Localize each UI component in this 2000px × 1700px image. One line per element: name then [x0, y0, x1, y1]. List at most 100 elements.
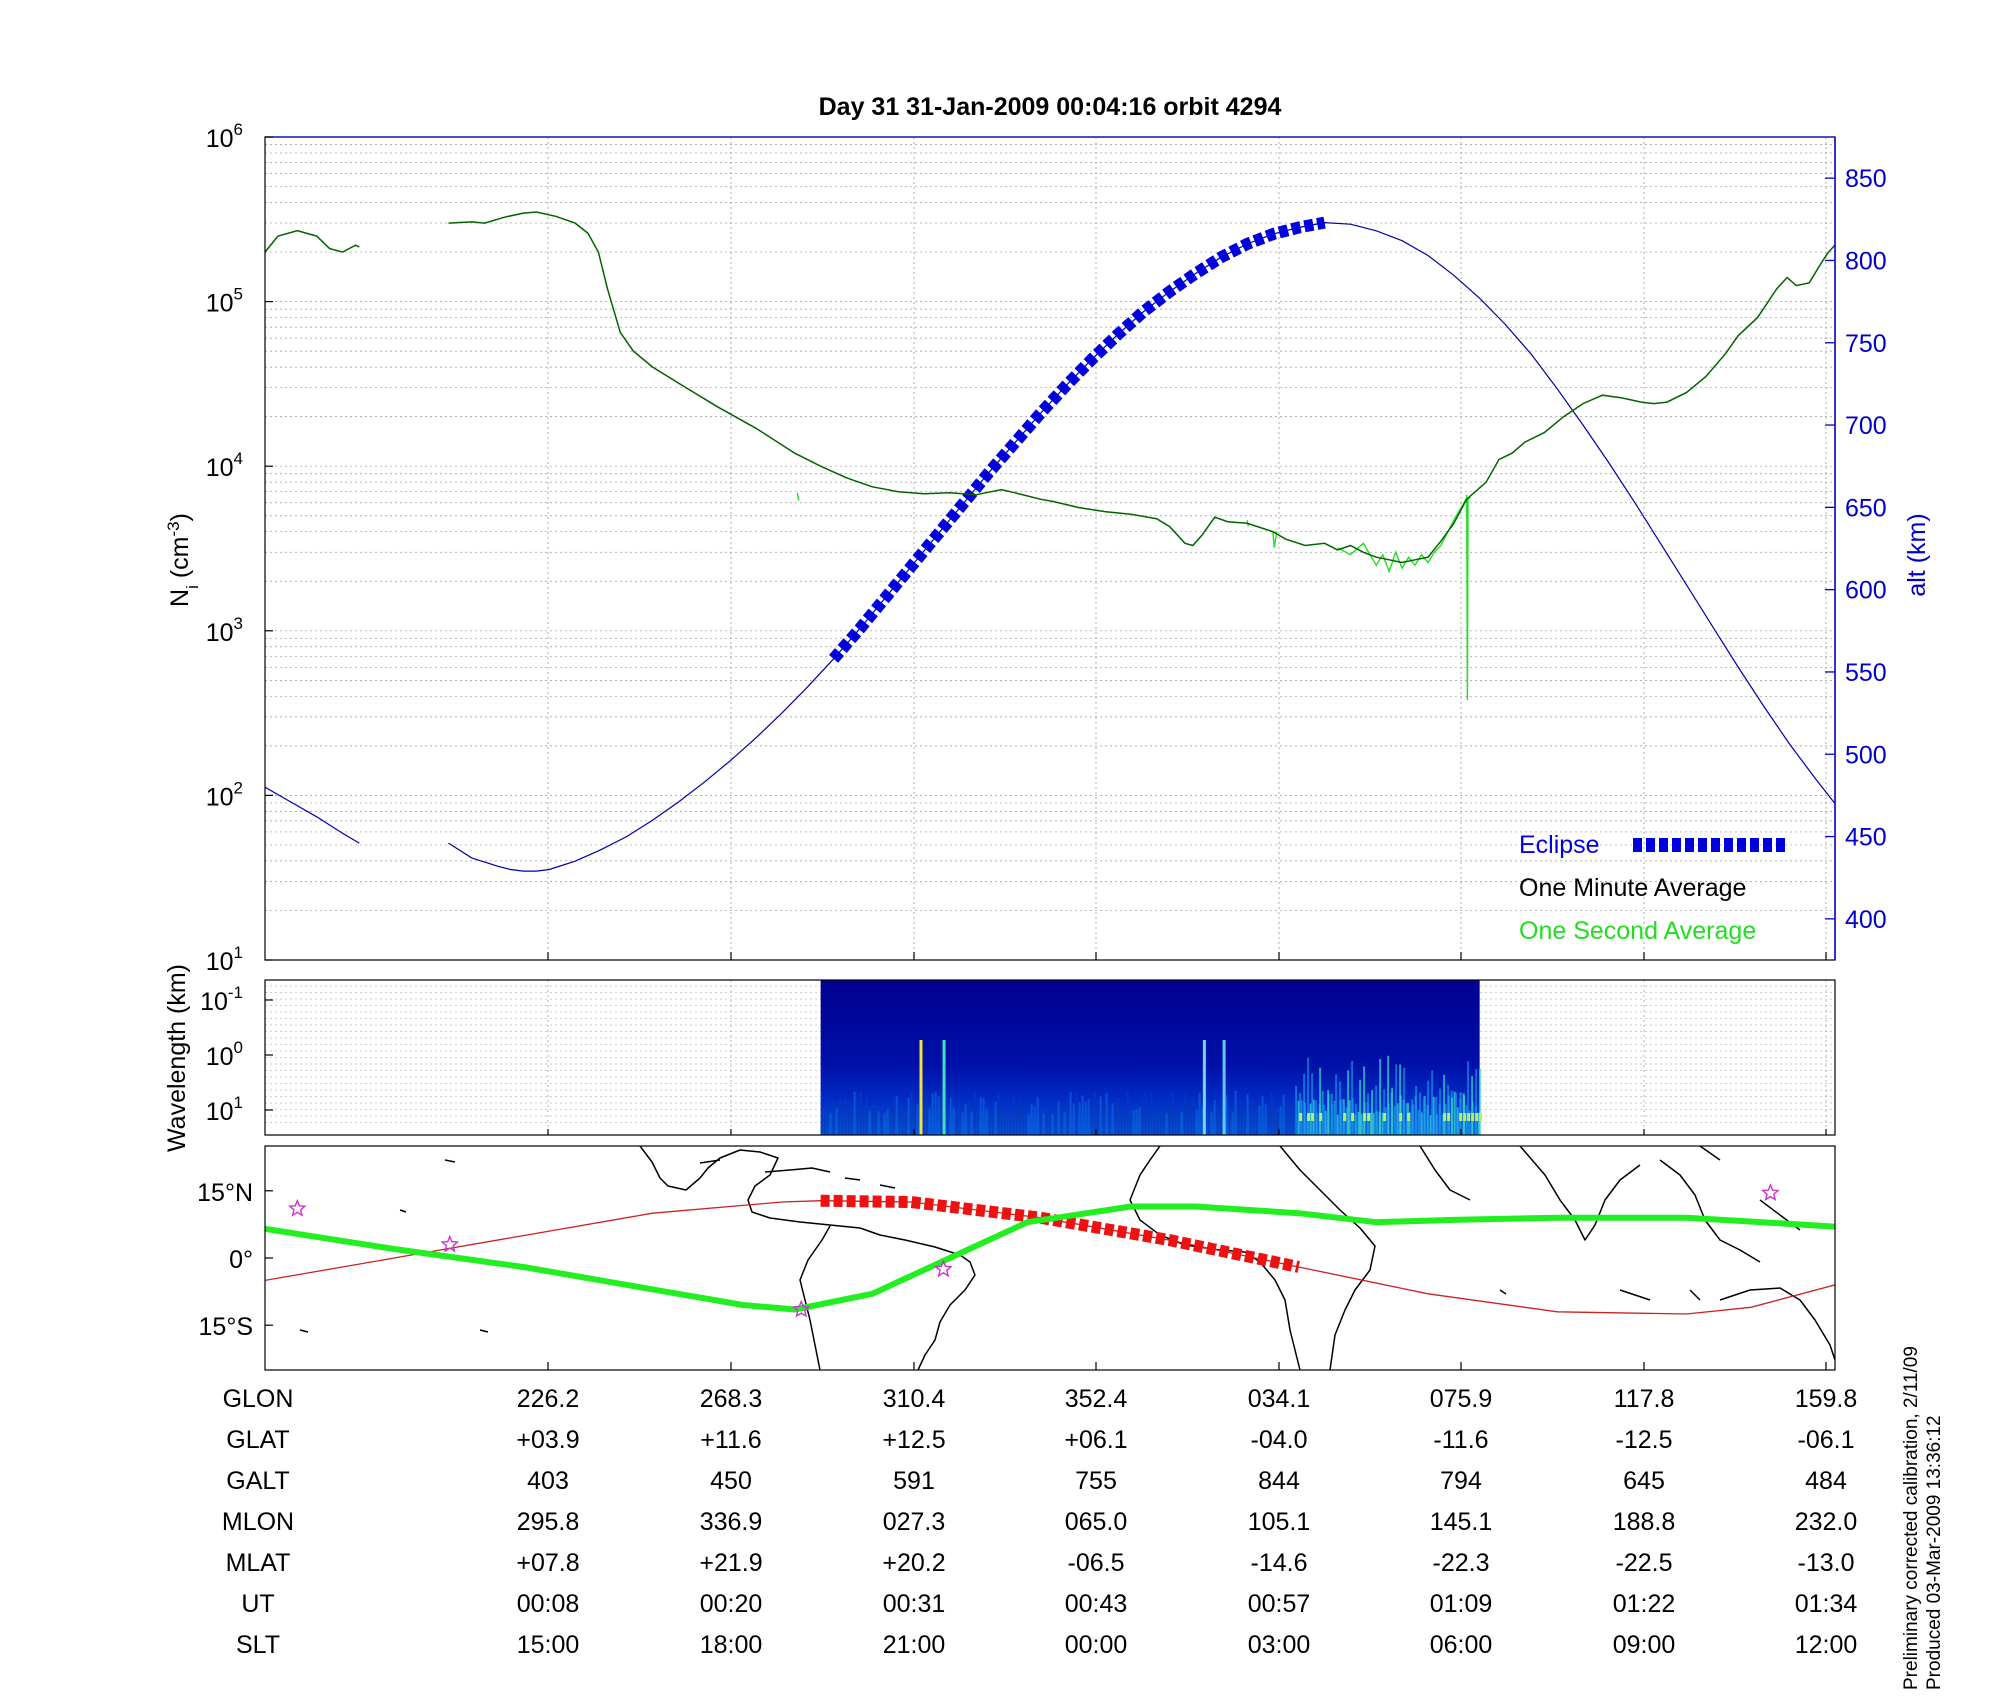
table-cell: 21:00 — [882, 1631, 946, 1659]
table-cell: 105.1 — [1247, 1508, 1311, 1536]
spectrogram-column — [1467, 1061, 1470, 1135]
spectrogram-column — [1213, 1100, 1216, 1135]
star-marker — [934, 1259, 953, 1278]
table-cell: 159.8 — [1794, 1385, 1858, 1413]
spectrogram-column — [1003, 1108, 1006, 1135]
spectrogram-column — [1060, 1101, 1063, 1135]
spectrogram-column — [1174, 1104, 1177, 1135]
spectrogram-column — [1379, 1058, 1382, 1135]
spectrogram-column — [1198, 1092, 1201, 1135]
y-tick-label-right: 750 — [1845, 330, 1887, 358]
spectrogram-column — [1468, 1110, 1471, 1135]
spectrogram-column — [1345, 1107, 1348, 1135]
table-cell: -06.5 — [1067, 1549, 1125, 1577]
spectrogram-column — [1096, 1098, 1099, 1135]
table-row-label: MLAT — [225, 1549, 291, 1577]
panel1-series — [265, 211, 1835, 872]
spectrogram-y-label: Wavelength (km) — [163, 964, 191, 1152]
spectrogram-column — [1024, 1103, 1027, 1135]
table-cell: -22.5 — [1615, 1549, 1673, 1577]
spectrogram-column — [1183, 1093, 1186, 1135]
table-cell: 145.1 — [1429, 1508, 1493, 1536]
spectrogram-column — [889, 1103, 892, 1135]
spectrogram-column — [1441, 1114, 1444, 1135]
spectrogram-column — [1210, 1111, 1213, 1135]
spectrogram-hot-pixel — [1351, 1113, 1355, 1121]
spectrogram-column — [871, 1103, 874, 1135]
spectrogram-column — [1405, 1103, 1408, 1135]
star-marker — [287, 1198, 307, 1217]
spectrogram-column — [865, 1098, 868, 1135]
table-cell: +07.8 — [516, 1549, 580, 1577]
y-axis-label-left: Ni (cm-3) — [164, 513, 202, 607]
spectrogram-column — [1455, 1092, 1458, 1135]
y-tick-label-right: 550 — [1845, 659, 1887, 687]
spectrogram-hot-pixel — [1459, 1113, 1463, 1121]
spectrogram-column — [1291, 1102, 1294, 1135]
spectrogram-column — [877, 1111, 880, 1135]
spectrogram-column — [970, 1111, 973, 1135]
spectrogram-column — [1432, 1096, 1435, 1135]
spectrogram-column — [1090, 1103, 1093, 1135]
spectrogram-column — [910, 1091, 913, 1135]
spectrogram-hot-pixel — [1467, 1113, 1471, 1121]
one-minute-average-line — [265, 211, 1835, 564]
spectrogram-hot-pixel — [1299, 1113, 1303, 1121]
spectrogram-column — [1012, 1095, 1015, 1135]
spectrogram-column — [1295, 1085, 1298, 1135]
magnetic-equator-line — [265, 1203, 1835, 1313]
spectrogram-column — [907, 1097, 910, 1135]
spectrogram-column — [1267, 1103, 1270, 1135]
spectrogram-column — [1138, 1107, 1141, 1135]
spectrogram-hot-pixel — [1319, 1113, 1323, 1121]
spectrogram-column — [1081, 1095, 1084, 1135]
spectrogram-column — [922, 1108, 925, 1135]
spectrogram-column — [1391, 1087, 1394, 1135]
spectrogram-column — [1132, 1110, 1135, 1135]
spectrogram-hot-pixel — [1307, 1113, 1311, 1121]
table-row-label: MLON — [221, 1508, 295, 1536]
spectrogram-column — [1207, 1112, 1210, 1135]
spectrogram-column — [1427, 1080, 1430, 1135]
y-tick-label-right: 800 — [1845, 247, 1887, 275]
spectrogram-hot-pixel — [1443, 1113, 1447, 1121]
y-tick-label-right: 700 — [1845, 412, 1887, 440]
spectrogram-column — [1447, 1084, 1450, 1135]
table-cell: 15:00 — [516, 1631, 580, 1659]
spectrogram-y-ticks: 10-1 100 101 — [200, 983, 273, 1126]
spectrogram-y-tick-label: 10-1 — [200, 983, 243, 1016]
lat-tick-label: 15°N — [197, 1179, 253, 1207]
spectrogram-column — [1042, 1113, 1045, 1135]
spectrogram-column — [1018, 1099, 1021, 1135]
spectrogram-column — [1371, 1090, 1374, 1135]
spectrogram-column — [955, 1114, 958, 1135]
spectrogram-column — [913, 1104, 916, 1135]
y-tick-label-right: 500 — [1845, 741, 1887, 769]
spectrogram-column — [997, 1093, 1000, 1135]
spectrogram-column — [1135, 1109, 1138, 1135]
spectrogram-column — [1261, 1096, 1264, 1135]
spectrogram-column — [1045, 1112, 1048, 1135]
table-cell: 336.9 — [699, 1508, 763, 1536]
spectrogram-column — [1057, 1101, 1060, 1135]
spectrogram-column — [841, 1102, 844, 1135]
spectrogram-column — [850, 1110, 853, 1135]
table-cell: 00:20 — [699, 1590, 763, 1618]
spectrogram-column — [1108, 1113, 1111, 1135]
spectrogram-hot-pixel — [1383, 1113, 1387, 1121]
spectrogram-column — [1408, 1112, 1411, 1135]
spectrogram-column — [1477, 1112, 1480, 1135]
spectrogram-column — [949, 1097, 952, 1135]
spectrogram-y-tick-label: 100 — [206, 1038, 243, 1071]
spectrogram-column — [940, 1101, 943, 1135]
table-cell: 06:00 — [1429, 1631, 1493, 1659]
spectrogram-column — [1395, 1064, 1398, 1135]
table-cell: 09:00 — [1612, 1631, 1676, 1659]
spectrogram-column — [928, 1108, 931, 1135]
spectrogram-column — [880, 1106, 883, 1135]
y-tick-label-right: 650 — [1845, 494, 1887, 522]
spectrogram-column — [1237, 1106, 1240, 1135]
spectrogram-column — [1228, 1108, 1231, 1135]
spectrogram-column — [838, 1098, 841, 1135]
